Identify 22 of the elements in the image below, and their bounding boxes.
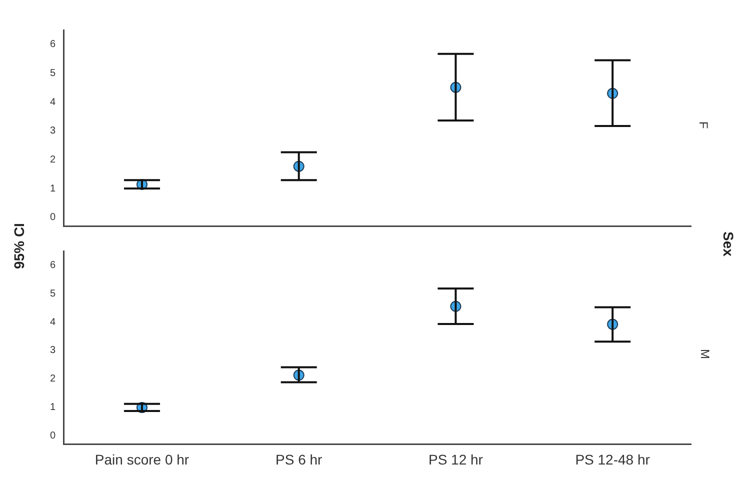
- y-tick-label: 5: [50, 68, 56, 79]
- y-tick-label: 5: [50, 288, 56, 300]
- y-tick-label: 6: [50, 39, 56, 50]
- text: Sex: [720, 232, 736, 256]
- y-tick-label: 0: [50, 212, 56, 224]
- y-tick-label: 6: [50, 260, 56, 271]
- x-tick-label: Pain score 0 hr: [94, 451, 190, 468]
- y-axis-title: 95% CI: [10, 223, 27, 269]
- x-tick-label: PS 12-48 hr: [575, 451, 650, 468]
- x-tick-label: PS 6 hr: [276, 451, 323, 468]
- y-tick-label: 4: [50, 96, 56, 108]
- y-tick-label: 3: [50, 126, 56, 137]
- y2-axis-title: F: [696, 121, 711, 129]
- y-tick-label: 3: [50, 345, 56, 356]
- y-tick-label: 2: [50, 374, 56, 385]
- y-tick-label: 2: [50, 154, 56, 166]
- y-tick-label: 4: [50, 316, 56, 328]
- y-tick-label: 0: [50, 430, 56, 442]
- y2-axis-title: M: [698, 349, 712, 359]
- y-tick-label: 1: [50, 183, 56, 194]
- y-tick-label: 1: [50, 402, 56, 414]
- x-tick-label: PS 12 hr: [428, 451, 484, 468]
